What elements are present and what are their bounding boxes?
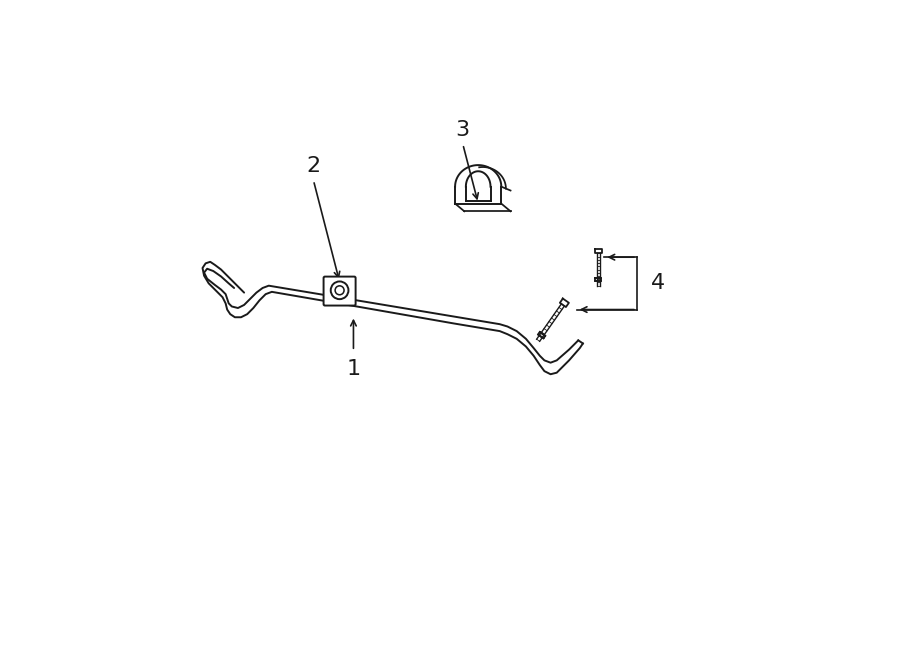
Text: 2: 2: [306, 157, 320, 176]
Circle shape: [330, 282, 348, 299]
FancyBboxPatch shape: [324, 276, 356, 305]
Text: 1: 1: [346, 359, 361, 379]
Text: 3: 3: [455, 120, 470, 140]
Circle shape: [335, 286, 344, 295]
Text: 4: 4: [651, 274, 665, 293]
